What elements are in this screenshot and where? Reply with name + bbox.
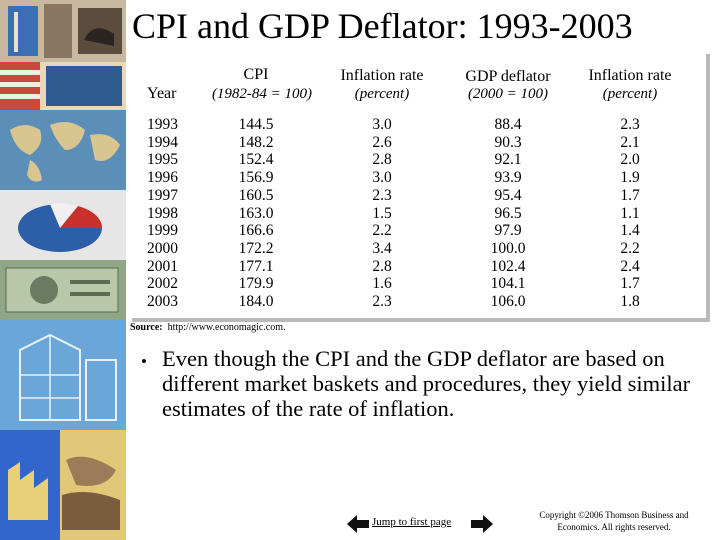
- table-cell: 163.0: [238, 204, 274, 222]
- previous-arrow-icon[interactable]: [346, 514, 370, 534]
- table-cell: 2.3: [620, 116, 640, 133]
- source-text: http://www.economagic.com.: [162, 322, 286, 333]
- header-cpi-inflation: Inflation rate: [340, 67, 424, 84]
- header-gdp-inflation: Inflation rate: [588, 67, 672, 84]
- table-cell: 184.0: [238, 293, 274, 311]
- column-gdp-inflation: 2.3 2.1 2.0 1.9 1.7 1.1 1.4 2.2 2.4 1.7 1.8: [594, 116, 666, 311]
- table-cell: 166.6: [238, 222, 274, 240]
- table-cell: 95.4: [494, 186, 522, 204]
- table-cell: 1998: [147, 204, 178, 222]
- table-cell: 96.5: [494, 204, 522, 222]
- table-cell: 152.4: [238, 151, 274, 169]
- table-cell: 144.5: [238, 116, 274, 133]
- table-cell: 1.8: [620, 293, 640, 311]
- table-cell: 106.0: [490, 293, 526, 311]
- table-cell: 1996: [147, 169, 178, 187]
- column-year: 1993 1994 1995 1996 1997 1998 1999 2000 2001 2002…: [147, 116, 178, 311]
- table-cell: 2.3: [372, 293, 392, 311]
- table-cell: 2.2: [620, 239, 640, 257]
- table-cell: 1994: [147, 133, 178, 151]
- table-cell: 100.0: [490, 239, 526, 257]
- table-cell: 92.1: [494, 151, 522, 169]
- page-title: CPI and GDP Deflator: 1993-2003: [132, 6, 633, 46]
- table-cell: 90.3: [494, 133, 522, 151]
- table-cell: 2001: [147, 257, 178, 275]
- bullet-marker: •: [141, 352, 147, 371]
- table-cell: 1.4: [620, 222, 640, 240]
- table-cell: 2.6: [372, 133, 392, 151]
- table-cell: 2.3: [372, 186, 392, 204]
- table-cell: 1999: [147, 222, 178, 240]
- table-cell: 2.1: [620, 133, 640, 151]
- table-cell: 2.2: [372, 222, 392, 240]
- table-cell: 160.5: [238, 186, 274, 204]
- table-cell: 2000: [147, 239, 178, 257]
- header-year: Year: [147, 85, 177, 102]
- jump-to-first-page-link[interactable]: Jump to first page: [372, 516, 452, 528]
- table-cell: 1.6: [372, 275, 392, 293]
- table-cell: 1.7: [620, 275, 640, 293]
- bullet-text: Even though the CPI and the GDP deflator…: [162, 346, 691, 421]
- table-cell: 148.2: [238, 133, 274, 151]
- header-cpi-inflation-note: (percent): [354, 86, 410, 102]
- source-note: Source: http://www.economagic.com.: [130, 322, 286, 333]
- header-gdp-deflator: GDP deflator: [465, 68, 551, 85]
- collage-image: [0, 0, 126, 540]
- table-cell: 177.1: [238, 257, 274, 275]
- table-cell: 102.4: [490, 257, 526, 275]
- column-cpi: 144.5 148.2 152.4 156.9 160.5 163.0 166.6 172.2…: [212, 116, 300, 311]
- table-cell: 2.8: [372, 151, 392, 169]
- table-cell: 2.4: [620, 257, 640, 275]
- column-cpi-inflation: 3.0 2.6 2.8 3.0 2.3 1.5 2.2 3.4 2.8 1.6 2.3: [346, 116, 418, 311]
- table-cell: 104.1: [490, 275, 526, 293]
- table-cell: 2003: [147, 293, 178, 311]
- column-gdp-deflator: 88.4 90.3 92.1 93.9 95.4 96.5 97.9 100.0 102.4 10…: [468, 116, 548, 311]
- table-cell: 1.1: [620, 204, 640, 222]
- data-table-panel: [128, 50, 706, 318]
- table-cell: 1993: [147, 116, 178, 133]
- table-cell: 156.9: [238, 169, 274, 187]
- header-cpi: CPI: [243, 66, 269, 83]
- header-gdp-note: (2000 = 100): [467, 86, 549, 102]
- table-cell: 3.4: [372, 239, 392, 257]
- table-cell: 93.9: [494, 169, 522, 187]
- table-cell: 2.8: [372, 257, 392, 275]
- header-gdp-inflation-note: (percent): [602, 86, 658, 102]
- table-cell: 179.9: [238, 275, 274, 293]
- next-arrow-icon[interactable]: [470, 514, 494, 534]
- table-cell: 1.9: [620, 169, 640, 187]
- table-cell: 1.5: [372, 204, 392, 222]
- header-cpi-note: (1982-84 = 100): [211, 86, 313, 102]
- table-cell: 88.4: [494, 116, 522, 133]
- copyright-notice: Copyright ©2006 Thomson Business and Eco…: [539, 510, 689, 532]
- table-cell: 1997: [147, 186, 178, 204]
- table-cell: 1995: [147, 151, 178, 169]
- table-cell: 1.7: [620, 186, 640, 204]
- table-cell: 172.2: [238, 239, 274, 257]
- table-cell: 2.0: [620, 151, 640, 169]
- table-cell: 2002: [147, 275, 178, 293]
- source-label: Source:: [130, 322, 163, 333]
- table-cell: 97.9: [494, 222, 522, 240]
- table-cell: 3.0: [372, 169, 392, 187]
- decorative-collage: [0, 0, 126, 540]
- table-cell: 3.0: [372, 116, 392, 133]
